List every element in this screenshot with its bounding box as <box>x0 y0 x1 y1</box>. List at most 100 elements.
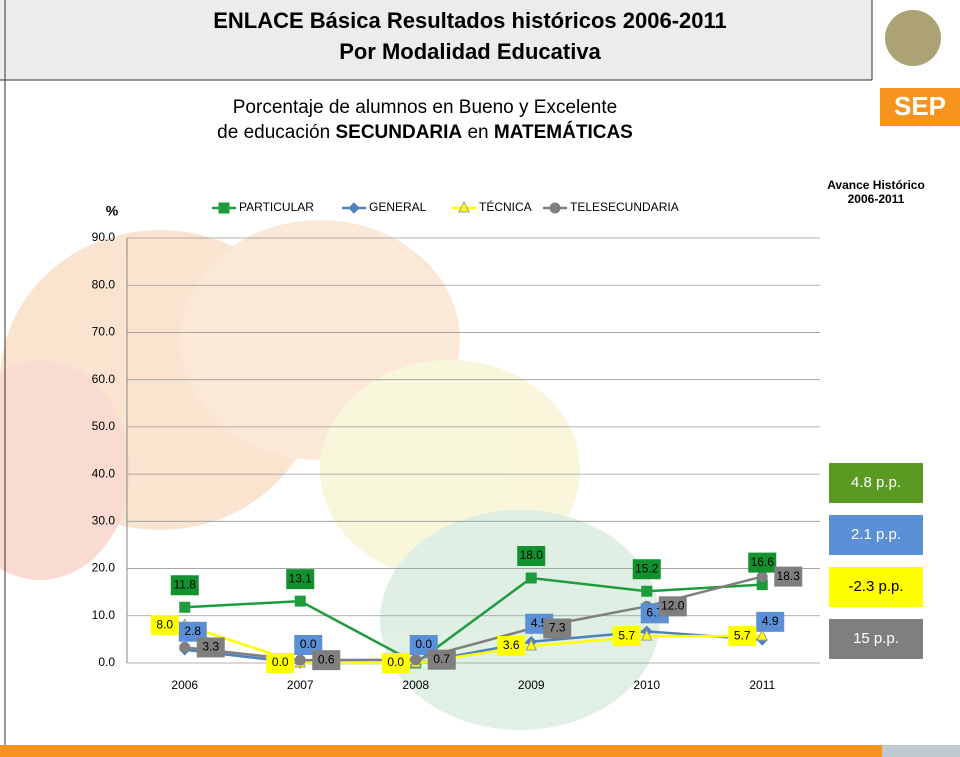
y-tick-label: 60.0 <box>92 372 116 386</box>
label-bg <box>178 621 207 642</box>
value-label: 0.0 <box>300 637 317 651</box>
legend-label: TÉCNICA <box>479 199 532 214</box>
label-bg <box>294 635 323 655</box>
subtitle-part: en <box>462 122 494 143</box>
footer-bar-end <box>882 745 960 757</box>
y-tick-label: 70.0 <box>92 325 116 339</box>
label-bg <box>612 626 641 647</box>
value-label: 18.3 <box>777 569 801 583</box>
label-bg <box>170 575 199 596</box>
value-label: 8.0 <box>156 617 173 631</box>
marker <box>525 638 538 651</box>
logo-text: SEP <box>894 91 946 121</box>
label-bg <box>150 615 179 636</box>
side-title: Avance Histórico <box>827 178 925 192</box>
legend-marker <box>549 202 561 214</box>
label-bg <box>517 546 546 566</box>
label-bg <box>756 611 785 632</box>
marker <box>756 628 769 641</box>
y-tick-label: 40.0 <box>92 466 116 480</box>
marker <box>179 641 191 653</box>
legend-marker <box>458 200 470 213</box>
subtitle-part: MATEMÁTICAS <box>494 121 633 143</box>
marker <box>294 595 306 607</box>
legend-marker <box>218 202 230 214</box>
avance-box <box>829 619 923 659</box>
value-label: 18.0 <box>520 548 544 562</box>
value-label: 2.8 <box>184 624 201 638</box>
value-label: 16.6 <box>751 555 775 569</box>
label-bg <box>497 636 526 656</box>
label-bg <box>774 566 803 587</box>
label-bg <box>658 596 687 617</box>
y-tick-label: 90.0 <box>92 230 116 244</box>
value-label: 5.7 <box>618 628 635 642</box>
header-title: ENLACE Básica Resultados históricos 2006… <box>213 8 727 33</box>
header-title: Por Modalidad Educativa <box>339 39 601 64</box>
y-tick-label: 80.0 <box>92 277 116 291</box>
decor-shape <box>0 360 130 580</box>
value-label: 3.3 <box>202 640 219 654</box>
y-tick-label: 30.0 <box>92 514 116 528</box>
chart-subtitle: de educación SECUNDARIA en MATEMÁTICAS <box>217 121 633 143</box>
decor-shape <box>380 510 660 730</box>
value-label: 15.2 <box>635 561 659 575</box>
value-label: 5.7 <box>734 628 751 642</box>
marker <box>410 654 422 666</box>
y-tick-label: 0.0 <box>98 655 115 669</box>
footer-bar <box>0 745 882 757</box>
x-tick-label: 2006 <box>171 678 198 692</box>
label-bg <box>266 653 295 673</box>
avance-box <box>829 515 923 555</box>
avance-label: 4.8 p.p. <box>851 474 901 491</box>
legend-label: PARTICULAR <box>239 200 314 214</box>
legend-label: GENERAL <box>369 200 427 214</box>
legend-marker <box>348 202 360 214</box>
label-bg <box>381 653 410 673</box>
y-tick-label: 20.0 <box>92 561 116 575</box>
y-axis-label: % <box>106 203 119 219</box>
value-label: 7.3 <box>549 621 566 635</box>
marker <box>756 571 768 583</box>
x-tick-label: 2007 <box>287 678 314 692</box>
label-bg <box>632 559 661 580</box>
subtitle-part: de educación <box>217 122 335 143</box>
label-bg <box>543 618 572 639</box>
legend-label: TELESECUNDARIA <box>570 200 679 214</box>
x-tick-label: 2008 <box>402 678 429 692</box>
value-label: 3.6 <box>503 638 520 652</box>
value-label: 12.0 <box>661 599 685 613</box>
subtitle-part: SECUNDARIA <box>335 122 462 143</box>
marker <box>179 601 191 613</box>
series-line <box>184 576 763 665</box>
value-label: 0.6 <box>318 652 335 666</box>
decor-shape <box>180 220 460 460</box>
y-tick-label: 50.0 <box>92 419 116 433</box>
label-bg <box>196 637 225 658</box>
decor-shape <box>320 360 580 580</box>
marker <box>525 572 537 584</box>
value-label: 0.7 <box>433 652 450 666</box>
value-label: 4.9 <box>762 614 779 628</box>
value-label: 0.0 <box>272 655 289 669</box>
label-bg <box>427 649 456 670</box>
avance-label: 2.1 p.p. <box>851 526 901 543</box>
avance-box <box>829 567 923 607</box>
label-bg <box>748 552 777 573</box>
logo-box <box>880 88 960 126</box>
avance-label: 15 p.p. <box>853 630 899 647</box>
marker <box>640 628 653 641</box>
x-tick-label: 2011 <box>749 678 775 692</box>
x-tick-label: 2009 <box>518 678 545 692</box>
x-tick-label: 2010 <box>633 678 660 692</box>
value-label: 0.0 <box>415 637 432 651</box>
label-bg <box>286 569 315 590</box>
value-label: 13.1 <box>289 571 313 585</box>
header-band <box>0 0 872 80</box>
value-label: 0.0 <box>387 655 404 669</box>
label-bg <box>728 626 757 647</box>
label-bg <box>312 650 341 671</box>
marker <box>641 585 653 597</box>
emblem <box>885 10 941 66</box>
